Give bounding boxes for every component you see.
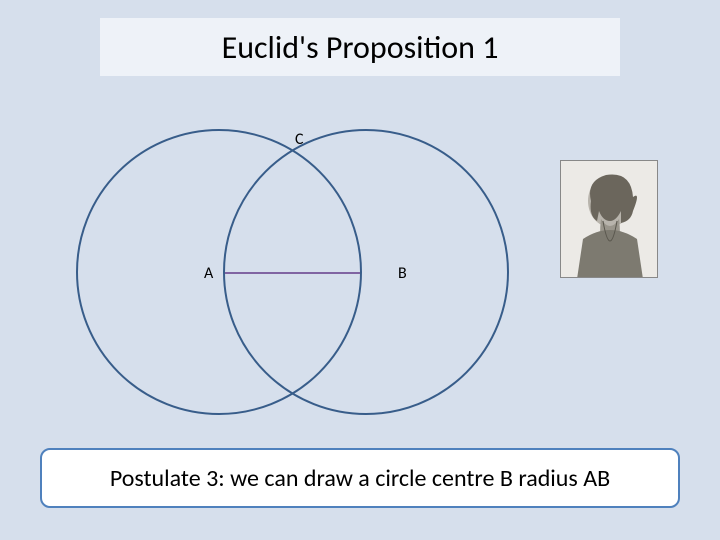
label-c: C [295, 130, 304, 149]
segment-ab [225, 272, 360, 274]
caption-box: Postulate 3: we can draw a circle centre… [40, 448, 680, 508]
slide: Euclid's Proposition 1 A B C Postulate 3… [0, 0, 720, 540]
portrait-icon [561, 161, 658, 278]
label-b: B [398, 264, 407, 283]
label-a: A [204, 264, 213, 283]
euclid-portrait [560, 160, 658, 278]
caption-text: Postulate 3: we can draw a circle centre… [110, 464, 610, 493]
